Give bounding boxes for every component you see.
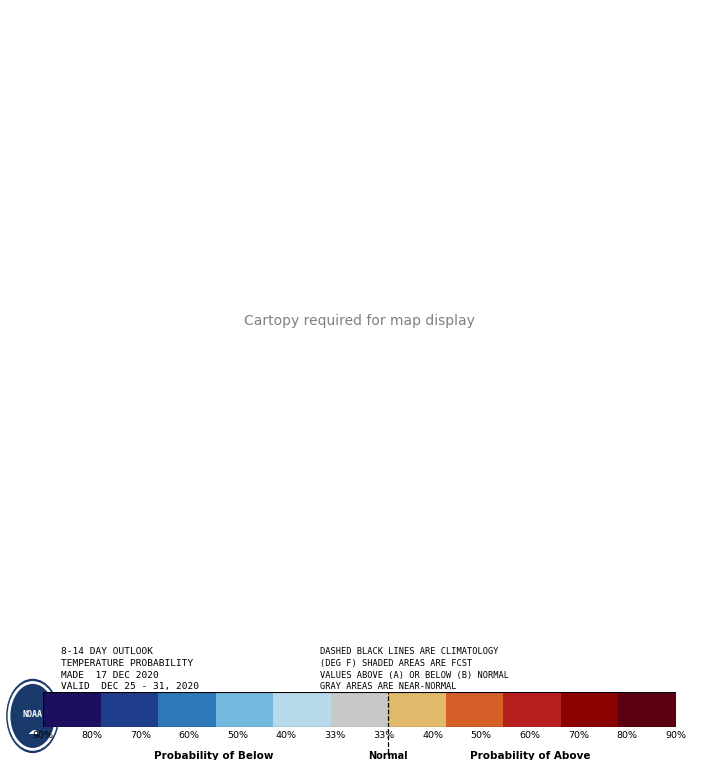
Bar <box>273 692 331 727</box>
Text: 90%: 90% <box>32 731 54 740</box>
Text: 40%: 40% <box>422 731 443 740</box>
Bar <box>618 692 676 727</box>
Text: 90%: 90% <box>665 731 687 740</box>
Text: 33%: 33% <box>324 731 346 740</box>
Bar <box>388 692 446 727</box>
Text: 80%: 80% <box>81 731 102 740</box>
Text: 8-14 DAY OUTLOOK
TEMPERATURE PROBABILITY
MADE  17 DEC 2020
VALID  DEC 25 - 31, 2: 8-14 DAY OUTLOOK TEMPERATURE PROBABILITY… <box>61 647 199 692</box>
Text: 60%: 60% <box>519 731 541 740</box>
Text: NOAA: NOAA <box>23 710 42 719</box>
Bar <box>331 692 388 727</box>
Text: 80%: 80% <box>617 731 638 740</box>
Text: 33%: 33% <box>373 731 395 740</box>
Text: 50%: 50% <box>471 731 492 740</box>
Bar <box>101 692 158 727</box>
Text: 70%: 70% <box>130 731 151 740</box>
Text: Probability of Above: Probability of Above <box>470 751 590 760</box>
Bar <box>43 692 101 727</box>
Text: DASHED BLACK LINES ARE CLIMATOLOGY
(DEG F) SHADED AREAS ARE FCST
VALUES ABOVE (A: DASHED BLACK LINES ARE CLIMATOLOGY (DEG … <box>320 647 509 692</box>
Circle shape <box>7 679 58 752</box>
Text: Normal: Normal <box>368 751 408 760</box>
Text: 50%: 50% <box>227 731 248 740</box>
Bar <box>503 692 561 727</box>
Bar <box>216 692 273 727</box>
Text: Probability of Below: Probability of Below <box>154 751 274 760</box>
Text: Cartopy required for map display: Cartopy required for map display <box>244 314 475 328</box>
Text: ☁: ☁ <box>27 726 38 736</box>
Text: 40%: 40% <box>276 731 297 740</box>
Bar <box>446 692 503 727</box>
Text: 70%: 70% <box>568 731 589 740</box>
Bar <box>561 692 618 727</box>
Bar <box>158 692 216 727</box>
Text: 60%: 60% <box>178 731 200 740</box>
